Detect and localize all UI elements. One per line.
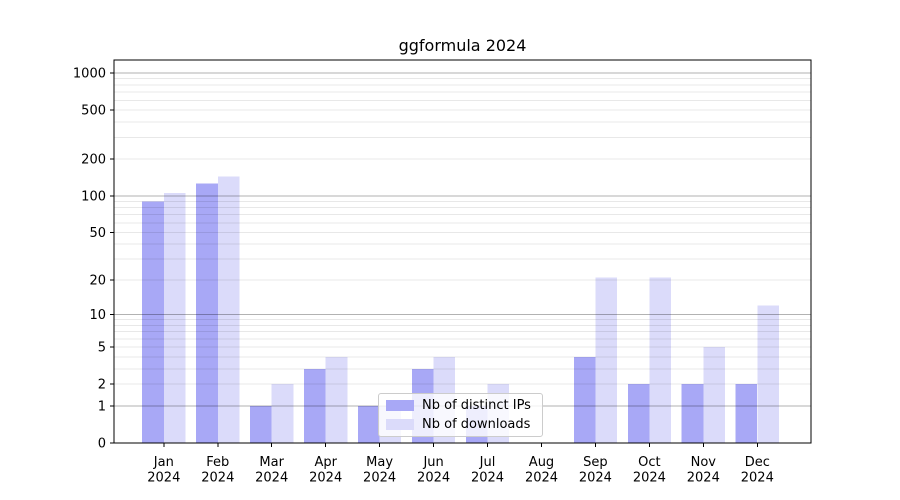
x-tick-label-month: Jan: [153, 455, 174, 470]
bar-distinct-ips-dec: [735, 384, 758, 443]
x-tick-label-year: 2024: [633, 471, 666, 486]
legend-row-downloads: Nb of downloads: [386, 418, 542, 431]
x-tick-label-month: Jun: [422, 455, 443, 470]
bar-distinct-ips-nov: [681, 384, 704, 443]
x-tick-label-month: Dec: [745, 455, 770, 470]
bar-downloads-mar: [271, 384, 294, 443]
bar-distinct-ips-may: [358, 405, 380, 443]
legend: Nb of distinct IPs Nb of downloads: [378, 393, 543, 437]
legend-row-distinct-ips: Nb of distinct IPs: [386, 399, 542, 412]
x-tick-label-month: Mar: [259, 455, 284, 470]
y-tick-label: 1: [98, 399, 106, 414]
y-tick-label: 2: [98, 378, 106, 393]
bar-distinct-ips-apr: [304, 368, 326, 443]
x-tick-label-year: 2024: [471, 471, 504, 486]
minor-grid-layer: [114, 78, 811, 385]
y-tick-label: 200: [81, 153, 106, 168]
bar-downloads-nov: [703, 347, 725, 443]
bar-downloads-feb: [217, 176, 240, 443]
x-tick-label-month: Nov: [691, 455, 717, 470]
x-tick-label-month: Oct: [638, 455, 660, 470]
x-tick-label-year: 2024: [525, 471, 558, 486]
bar-downloads-oct: [649, 277, 671, 443]
chart-title: ggformula 2024: [398, 36, 527, 55]
x-tick-label-year: 2024: [363, 471, 396, 486]
legend-label-distinct-ips: Nb of distinct IPs: [422, 398, 531, 414]
y-tick-label: 100: [81, 189, 106, 204]
x-tick-label-year: 2024: [309, 471, 342, 486]
bar-distinct-ips-sep: [573, 356, 596, 443]
x-tick-label-month: Jul: [479, 455, 496, 470]
bar-downloads-dec: [757, 305, 779, 443]
x-tick-label-year: 2024: [147, 471, 180, 486]
y-tick-label: 500: [81, 104, 106, 119]
y-tick-label: 1000: [73, 67, 106, 82]
y-tick-label: 0: [98, 437, 106, 452]
bar-distinct-ips-jan: [142, 201, 164, 443]
x-tick-label-month: Feb: [206, 455, 229, 470]
bar-downloads-sep: [595, 277, 617, 443]
x-tick-label-year: 2024: [255, 471, 288, 486]
x-tick-label-year: 2024: [579, 471, 612, 486]
x-tick-label-year: 2024: [741, 471, 774, 486]
y-tick-label: 5: [98, 341, 106, 356]
x-tick-label-year: 2024: [687, 471, 720, 486]
bar-distinct-ips-feb: [196, 183, 218, 443]
x-tick-label-month: Aug: [529, 455, 554, 470]
bar-downloads-jan: [163, 192, 186, 443]
x-tick-label-year: 2024: [417, 471, 450, 486]
x-axis: Jan2024Feb2024Mar2024Apr2024May2024Jun20…: [147, 443, 774, 486]
legend-swatch-distinct-ips: [386, 400, 414, 412]
legend-label-downloads: Nb of downloads: [422, 416, 531, 432]
y-tick-label: 50: [89, 226, 106, 241]
y-tick-label: 10: [89, 308, 106, 323]
x-tick-label-month: Sep: [583, 455, 608, 470]
bar-distinct-ips-mar: [250, 405, 272, 443]
bar-distinct-ips-oct: [627, 384, 650, 443]
legend-swatch-downloads: [386, 418, 414, 430]
x-tick-label-year: 2024: [201, 471, 234, 486]
plot-frame: [113, 59, 812, 444]
x-tick-label-month: Apr: [314, 455, 337, 470]
y-tick-label: 20: [89, 274, 106, 289]
x-tick-label-month: May: [366, 455, 393, 470]
bar-downloads-apr: [325, 356, 348, 443]
